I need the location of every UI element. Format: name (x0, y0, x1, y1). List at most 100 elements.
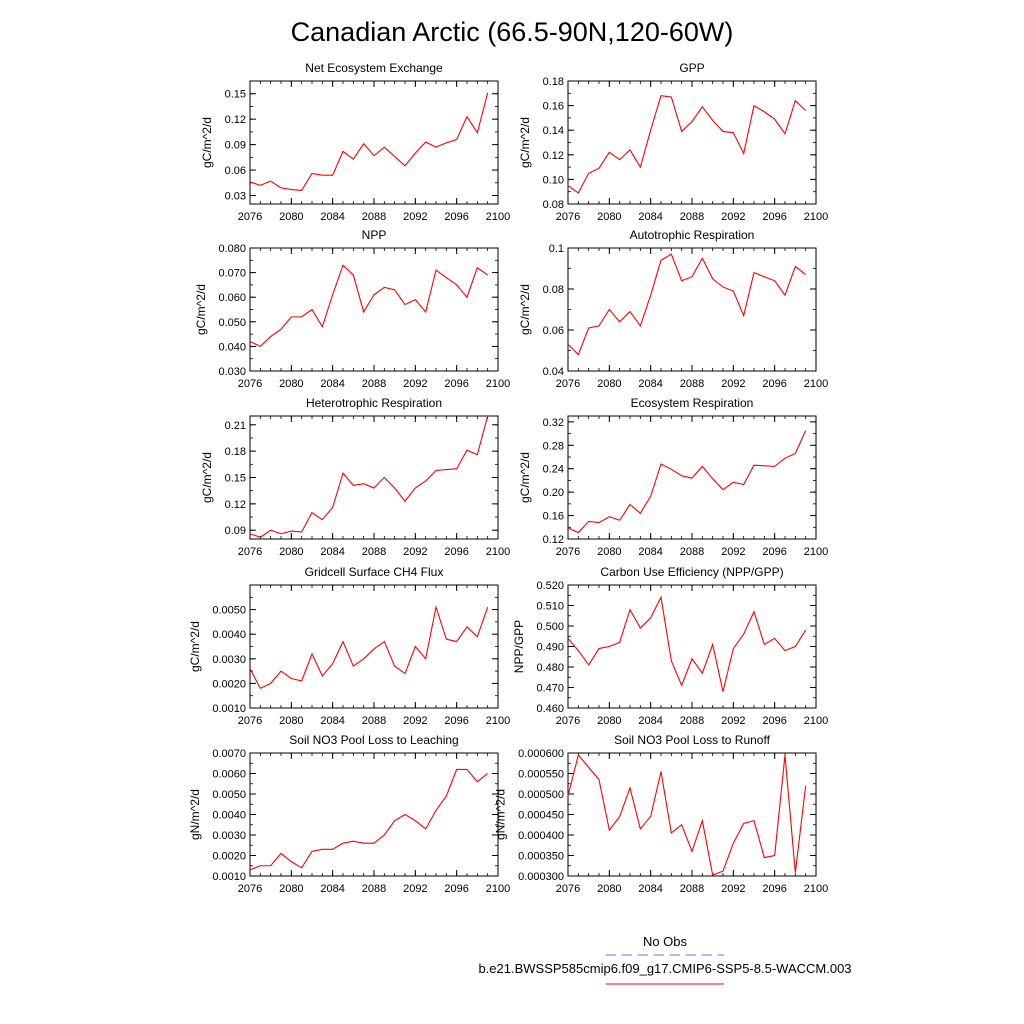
x-tick-label: 2096 (444, 883, 468, 895)
y-axis-label: gC/m^2/d (200, 117, 214, 168)
y-axis-label: gN/m^2/d (493, 789, 507, 840)
x-tick-label: 2088 (680, 378, 704, 390)
x-tick-label: 2100 (486, 715, 510, 727)
y-tick-label: 0.24 (543, 464, 564, 476)
x-tick-label: 2100 (804, 883, 828, 895)
panel-title: NPP (362, 228, 387, 242)
y-tick-label: 0.16 (543, 101, 564, 113)
plot-frame (567, 80, 817, 205)
x-tick-label: 2084 (320, 715, 344, 727)
y-tick-label: 0.04 (543, 366, 564, 378)
x-tick-label: 2088 (362, 378, 386, 390)
x-tick-label: 2088 (680, 715, 704, 727)
y-tick-label: 0.000600 (518, 748, 564, 760)
y-tick-label: 0.20 (543, 487, 564, 499)
y-tick-label: 0.000350 (518, 851, 564, 863)
y-tick-label: 0.480 (536, 662, 564, 674)
x-tick-label: 2076 (556, 883, 580, 895)
y-tick-label: 0.09 (225, 525, 246, 537)
y-tick-label: 0.0030 (212, 654, 246, 666)
x-tick-label: 2076 (238, 715, 262, 727)
x-tick-label: 2080 (597, 546, 621, 558)
x-tick-label: 2076 (556, 715, 580, 727)
y-tick-label: 0.500 (536, 621, 564, 633)
legend-model-label: b.e21.BWSSP585cmip6.f09_g17.CMIP6-SSP5-8… (478, 961, 851, 976)
legend-obs-label: No Obs (643, 934, 688, 949)
y-tick-label: 0.470 (536, 683, 564, 695)
series-line-0 (249, 604, 489, 690)
x-tick-label: 2076 (556, 546, 580, 558)
x-tick-label: 2096 (444, 546, 468, 558)
x-tick-label: 2100 (486, 546, 510, 558)
y-tick-label: 0.000450 (518, 810, 564, 822)
x-tick-label: 2080 (597, 211, 621, 223)
x-tick-label: 2080 (597, 883, 621, 895)
x-tick-label: 2096 (762, 883, 786, 895)
panel-title: GPP (679, 61, 704, 75)
y-tick-label: 0.12 (543, 150, 564, 162)
x-tick-label: 2096 (444, 715, 468, 727)
x-tick-label: 2088 (362, 546, 386, 558)
panel-title: Carbon Use Efficiency (NPP/GPP) (600, 565, 783, 579)
y-tick-label: 0.14 (543, 125, 564, 137)
panel-title: Soil NO3 Pool Loss to Leaching (289, 733, 458, 747)
y-tick-label: 0.12 (225, 499, 246, 511)
x-tick-label: 2088 (362, 715, 386, 727)
y-tick-label: 0.18 (543, 76, 564, 88)
x-tick-label: 2084 (638, 211, 662, 223)
y-tick-label: 0.520 (536, 580, 564, 592)
series-line-0 (567, 430, 807, 534)
x-tick-label: 2092 (403, 378, 427, 390)
x-tick-label: 2088 (362, 211, 386, 223)
y-tick-label: 0.1 (549, 243, 564, 255)
y-tick-label: 0.06 (225, 165, 246, 177)
plot-frame (249, 80, 499, 205)
y-tick-label: 0.000400 (518, 830, 564, 842)
panel-6: Gridcell Surface CH4 Flux 2076 2080 2084 208… (188, 565, 510, 727)
x-tick-label: 2088 (680, 211, 704, 223)
y-tick-label: 0.0040 (212, 810, 246, 822)
y-tick-label: 0.18 (225, 446, 246, 458)
x-tick-label: 2096 (762, 715, 786, 727)
x-tick-label: 2096 (762, 211, 786, 223)
y-axis-label: gC/m^2/d (200, 452, 214, 503)
x-tick-label: 2080 (279, 715, 303, 727)
series-line-0 (249, 415, 489, 538)
y-tick-label: 0.0030 (212, 830, 246, 842)
y-tick-label: 0.000550 (518, 769, 564, 781)
y-axis-label: gC/m^2/d (188, 621, 202, 672)
y-tick-label: 0.060 (218, 292, 246, 304)
panel-2: NPP 2076 2080 2084 2088 2092 2096 2100 0.030 0.04… (194, 228, 510, 390)
y-tick-label: 0.08 (543, 284, 564, 296)
x-tick-label: 2092 (403, 883, 427, 895)
x-tick-label: 2100 (486, 378, 510, 390)
x-tick-label: 2080 (597, 715, 621, 727)
series-line-0 (567, 753, 807, 876)
y-tick-label: 0.050 (218, 317, 246, 329)
plot-frame (249, 415, 499, 540)
x-tick-label: 2076 (556, 378, 580, 390)
y-tick-label: 0.070 (218, 268, 246, 280)
plot-frame (567, 584, 817, 709)
plot-frame (249, 584, 499, 709)
y-tick-label: 0.10 (543, 174, 564, 186)
x-tick-label: 2096 (444, 211, 468, 223)
x-tick-label: 2080 (279, 211, 303, 223)
series-line-0 (249, 768, 489, 871)
panel-title: Soil NO3 Pool Loss to Runoff (614, 733, 771, 747)
x-tick-label: 2084 (638, 546, 662, 558)
y-tick-label: 0.0010 (212, 703, 246, 715)
x-tick-label: 2076 (238, 546, 262, 558)
x-tick-label: 2084 (320, 546, 344, 558)
x-tick-label: 2076 (238, 378, 262, 390)
x-tick-label: 2084 (638, 883, 662, 895)
series-line-0 (567, 595, 807, 692)
y-tick-label: 0.12 (225, 114, 246, 126)
panel-8: Soil NO3 Pool Loss to Leaching 2076 2080 20… (188, 733, 510, 895)
panel-title: Autotrophic Respiration (630, 228, 755, 242)
y-tick-label: 0.0020 (212, 678, 246, 690)
y-tick-label: 0.15 (225, 473, 246, 485)
x-tick-label: 2080 (279, 378, 303, 390)
x-tick-label: 2092 (403, 211, 427, 223)
x-tick-label: 2096 (444, 378, 468, 390)
